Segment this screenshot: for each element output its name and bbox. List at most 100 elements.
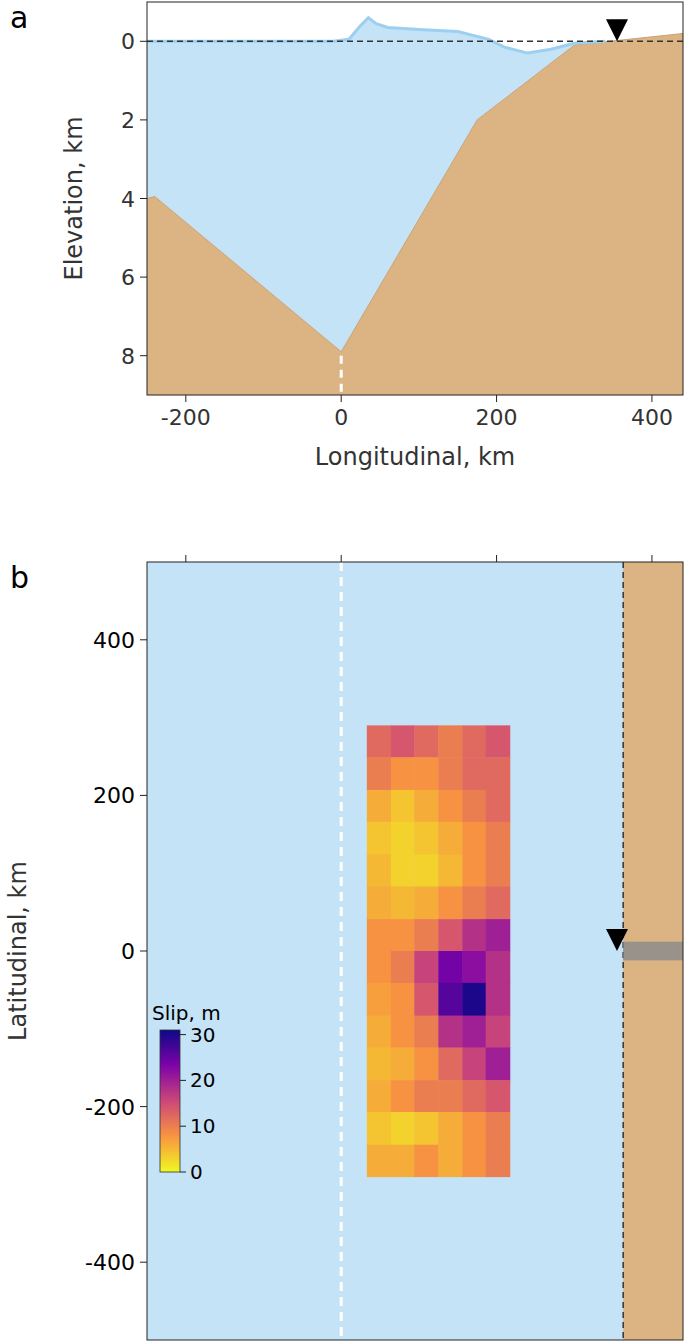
y-tick	[140, 198, 147, 199]
y-tick	[140, 41, 147, 42]
colorbar-label: Slip, m	[152, 1001, 221, 1025]
frame	[147, 2, 683, 395]
slip-cell	[391, 919, 415, 951]
slip-cell	[486, 1016, 511, 1048]
slip-cell	[486, 1047, 511, 1080]
slip-cell	[438, 1080, 463, 1112]
slip-cell	[414, 1047, 439, 1080]
slip-cell	[486, 822, 511, 855]
slip-cell	[367, 725, 392, 757]
y-label: Elevation, km	[60, 116, 88, 280]
x-tick-label: 200	[476, 405, 518, 430]
slip-cell	[462, 822, 486, 855]
slip-cell	[462, 983, 486, 1016]
slip-cell	[462, 1047, 486, 1080]
slip-cell	[367, 1047, 392, 1080]
slip-cell	[367, 1016, 392, 1048]
slip-cell	[462, 1112, 486, 1145]
y-tick-label: 0	[121, 29, 135, 54]
slip-cell	[462, 790, 486, 822]
slip-cell	[391, 1112, 415, 1145]
slip-cell	[438, 1047, 463, 1080]
y-tick-label: -400	[85, 1250, 135, 1275]
slip-cell	[414, 757, 439, 790]
land	[623, 562, 683, 1340]
slip-cell	[414, 725, 439, 757]
x-tick	[185, 395, 186, 402]
slip-cell	[438, 757, 463, 790]
slip-cell	[438, 983, 463, 1016]
slip-cell	[391, 1080, 415, 1112]
colorbar	[160, 1030, 180, 1172]
slip-cell	[414, 1145, 439, 1177]
slip-cell	[462, 1080, 486, 1112]
slip-cell	[486, 1080, 511, 1112]
slip-cell	[414, 1112, 439, 1145]
colorbar-tick-label: 30	[190, 1023, 215, 1047]
slip-cell	[367, 1080, 392, 1112]
slip-cell	[367, 855, 392, 887]
trench	[340, 562, 343, 1340]
x-tick	[651, 395, 652, 402]
slip-cell	[367, 790, 392, 822]
gauge-transect	[623, 942, 683, 961]
slip-cell	[391, 951, 415, 983]
y-tick	[140, 355, 147, 356]
slip-cell	[391, 886, 415, 919]
seafloor	[147, 33, 683, 395]
slip-cell	[367, 822, 392, 855]
slip-cell	[391, 790, 415, 822]
slip-cell	[391, 1145, 415, 1177]
colorbar-tick	[180, 1172, 186, 1173]
slip-cell	[486, 790, 511, 822]
x-tick	[185, 555, 186, 562]
x-tick	[496, 555, 497, 562]
slip-cell	[486, 983, 511, 1016]
y-tick	[140, 639, 147, 640]
colorbar-tick	[180, 1034, 186, 1035]
slip-cell	[486, 1145, 511, 1177]
x-tick-label: 0	[334, 405, 348, 430]
slip-cell	[391, 725, 415, 757]
y-tick	[140, 795, 147, 796]
slip-cell	[414, 1080, 439, 1112]
slip-cell	[438, 790, 463, 822]
y-tick	[140, 277, 147, 278]
slip-cell	[367, 886, 392, 919]
slip-cell	[414, 1016, 439, 1048]
slip-cell	[367, 1145, 392, 1177]
plot-b	[147, 562, 683, 1340]
slip-cell	[391, 983, 415, 1016]
x-label: Longitudinal, km	[315, 443, 515, 471]
slip-cell	[367, 1112, 392, 1145]
slip-cell	[462, 855, 486, 887]
slip-cell	[486, 725, 511, 757]
slip-cell	[391, 757, 415, 790]
y-tick	[140, 119, 147, 120]
slip-cell	[438, 886, 463, 919]
sea-level	[147, 41, 683, 43]
slip-cell	[391, 1016, 415, 1048]
panel-label: b	[10, 560, 29, 595]
y-tick	[140, 951, 147, 952]
slip-cell	[367, 951, 392, 983]
x-tick-label: 400	[631, 405, 673, 430]
frame	[147, 562, 683, 1340]
slip-cell	[462, 951, 486, 983]
y-tick-label: 8	[121, 344, 135, 369]
slip-cell	[438, 951, 463, 983]
y-label: Latitudinal, km	[4, 861, 32, 1041]
y-tick	[140, 1262, 147, 1263]
slip-cell	[438, 919, 463, 951]
slip-cell	[414, 983, 439, 1016]
bathymetry-line	[147, 33, 683, 351]
slip-cell	[438, 1112, 463, 1145]
slip-cell	[414, 790, 439, 822]
gauge	[606, 19, 628, 41]
trench	[340, 356, 343, 395]
slip-cell	[486, 886, 511, 919]
ocean	[147, 562, 683, 1340]
slip-cell	[391, 855, 415, 887]
slip-cell	[462, 725, 486, 757]
slip-cell	[438, 725, 463, 757]
